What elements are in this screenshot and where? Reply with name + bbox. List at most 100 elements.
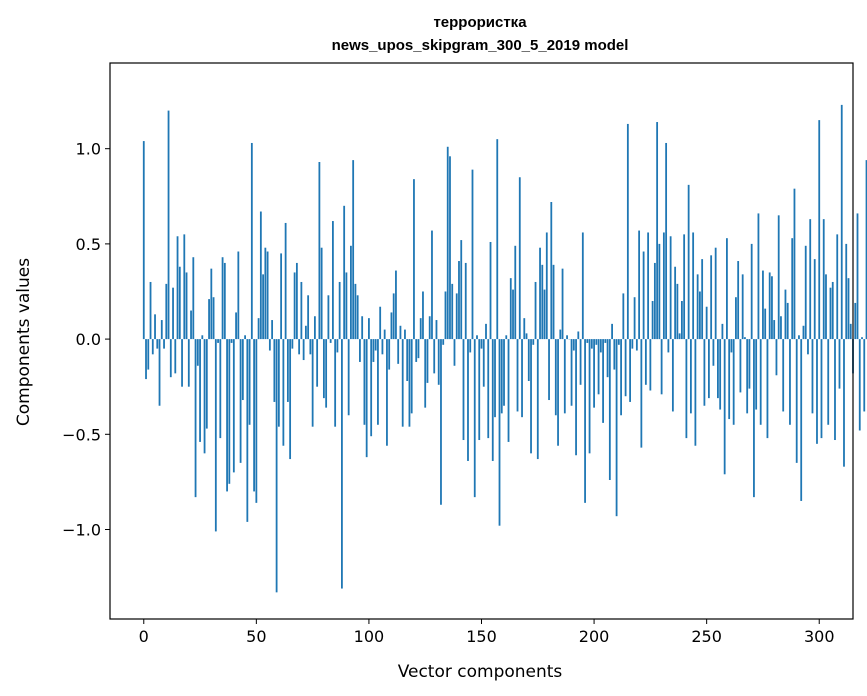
bar-230 <box>660 339 663 395</box>
bar-291 <box>798 335 800 340</box>
bar-59 <box>275 339 278 593</box>
bar-131 <box>437 339 440 385</box>
bar-110 <box>390 312 393 340</box>
bar-321 <box>865 160 867 340</box>
bar-173 <box>532 339 535 345</box>
bar-236 <box>674 266 677 340</box>
bar-308 <box>836 234 839 340</box>
bar-221 <box>640 339 643 448</box>
bar-122 <box>417 339 420 359</box>
bar-82 <box>327 295 330 340</box>
bar-302 <box>822 219 825 340</box>
bar-238 <box>678 333 681 340</box>
bar-234 <box>669 236 672 340</box>
bar-195 <box>581 232 584 340</box>
bar-284 <box>782 339 785 412</box>
bar-117 <box>406 339 409 381</box>
bar-133 <box>442 339 445 345</box>
bar-69 <box>298 339 301 355</box>
bar-231 <box>662 232 665 340</box>
bar-149 <box>478 339 481 441</box>
bar-106 <box>381 339 384 355</box>
bar-67 <box>293 272 296 340</box>
bar-197 <box>586 339 589 343</box>
bar-258 <box>723 339 726 475</box>
bar-41 <box>235 312 237 340</box>
y-tick-label: −0.5 <box>62 425 101 444</box>
bar-98 <box>363 339 366 425</box>
bar-279 <box>771 276 773 340</box>
bar-152 <box>485 323 487 340</box>
bar-34 <box>219 339 222 439</box>
bar-94 <box>354 283 357 340</box>
bar-46 <box>246 339 249 522</box>
bar-6 <box>156 339 159 349</box>
bar-285 <box>784 289 787 340</box>
bar-271 <box>753 339 755 498</box>
bar-76 <box>313 316 316 340</box>
bar-92 <box>350 245 352 340</box>
bar-313 <box>847 278 850 340</box>
bar-288 <box>791 238 794 340</box>
bar-56 <box>268 339 271 351</box>
bar-18 <box>183 234 186 340</box>
bar-171 <box>527 339 530 381</box>
bar-276 <box>764 308 767 340</box>
bar-12 <box>169 339 172 378</box>
bar-125 <box>424 339 427 408</box>
bar-143 <box>464 262 467 340</box>
bar-318 <box>858 339 861 431</box>
bar-169 <box>523 318 526 340</box>
bar-212 <box>620 339 622 416</box>
bar-207 <box>608 339 611 480</box>
bar-295 <box>807 339 809 355</box>
bar-81 <box>325 339 328 408</box>
bar-14 <box>174 339 177 374</box>
bar-150 <box>480 339 483 349</box>
bar-142 <box>462 339 465 441</box>
bar-87 <box>338 281 341 340</box>
bar-203 <box>599 339 602 353</box>
bar-260 <box>728 339 731 420</box>
bar-45 <box>244 335 246 340</box>
bar-156 <box>494 339 496 418</box>
bar-147 <box>473 339 476 498</box>
bar-312 <box>845 243 848 340</box>
bar-136 <box>449 156 451 340</box>
bar-162 <box>507 339 510 442</box>
bar-299 <box>816 339 818 444</box>
bar-200 <box>593 339 595 408</box>
x-tick-label: 100 <box>354 627 385 646</box>
bar-20 <box>187 339 190 387</box>
chart-title: террористка <box>433 14 527 31</box>
bar-316 <box>854 302 857 340</box>
bar-61 <box>280 253 283 340</box>
bar-222 <box>642 251 645 340</box>
bars-group <box>142 104 867 593</box>
bar-88 <box>341 339 343 589</box>
bar-255 <box>717 339 719 399</box>
bar-220 <box>638 230 641 340</box>
bar-13 <box>172 287 174 340</box>
bar-186 <box>561 268 564 340</box>
bar-301 <box>820 339 823 439</box>
bar-68 <box>295 262 298 340</box>
bar-113 <box>397 339 400 364</box>
bar-272 <box>755 339 758 410</box>
bar-39 <box>230 339 233 343</box>
bar-199 <box>590 339 593 349</box>
bar-257 <box>721 323 724 340</box>
bar-157 <box>496 139 499 340</box>
bar-119 <box>410 339 413 414</box>
bar-233 <box>667 339 670 353</box>
bar-0 <box>142 141 145 340</box>
bar-15 <box>176 236 179 340</box>
bar-277 <box>766 339 769 439</box>
bar-23 <box>194 339 197 498</box>
bar-111 <box>392 293 395 340</box>
bar-80 <box>322 339 325 399</box>
bar-293 <box>802 325 805 340</box>
bar-84 <box>332 221 334 340</box>
x-axis-label: Vector components <box>398 662 563 682</box>
bar-28 <box>205 339 208 429</box>
